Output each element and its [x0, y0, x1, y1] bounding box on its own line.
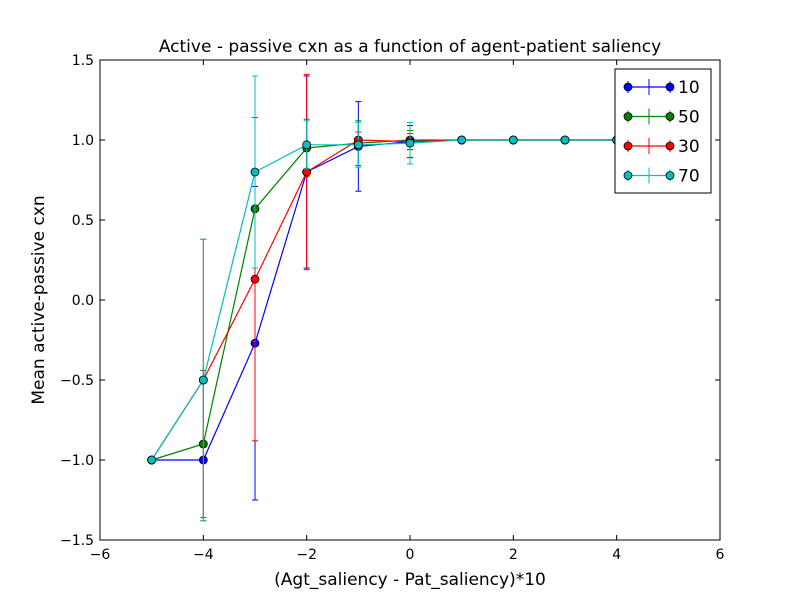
- legend-entry: 50: [623, 108, 700, 128]
- x-tick-label: 6: [716, 547, 725, 563]
- y-tick-label: −1.5: [60, 533, 94, 549]
- axis-ticks: −6 −4 −2 0 2 4 6 −1.5 −1.0 −0.5 0.0 0.5 1.0 1.5: [60, 53, 725, 563]
- y-axis-label: Mean active-passive cxn: [29, 195, 49, 404]
- x-axis-label: (Agt_saliency - Pat_saliency)*10: [274, 570, 546, 590]
- x-tick-label: 2: [509, 547, 518, 563]
- y-tick-label: 0.5: [72, 213, 94, 229]
- y-tick-label: 0.0: [72, 293, 94, 309]
- x-tick-label: 0: [406, 547, 415, 563]
- legend-label: 70: [678, 167, 700, 187]
- series-line: [151, 139, 617, 461]
- data-point: [250, 167, 260, 177]
- series-70: [147, 75, 622, 522]
- legend-entry: 10: [623, 78, 700, 98]
- y-tick-label: 1.5: [72, 53, 94, 69]
- y-tick-label: −1.0: [60, 453, 94, 469]
- legend-entry: 70: [623, 167, 700, 187]
- data-point: [457, 135, 467, 145]
- legend-marker: [665, 141, 675, 151]
- series-line: [151, 139, 617, 461]
- legend: 10 50 30 70: [614, 68, 712, 194]
- legend-marker: [623, 141, 633, 151]
- legend-entry: 30: [623, 137, 700, 157]
- series-30: [147, 73, 622, 522]
- series-line: [151, 139, 617, 461]
- data-point: [560, 135, 570, 145]
- data-point: [198, 375, 208, 385]
- legend-marker: [665, 112, 675, 121]
- data-point: [302, 140, 312, 150]
- x-tick-label: −6: [90, 547, 111, 563]
- series-50: [147, 75, 622, 519]
- chart-title: Active - passive cxn as a function of ag…: [159, 37, 661, 57]
- x-tick-label: 4: [612, 547, 621, 563]
- legend-label: 30: [678, 137, 700, 157]
- y-tick-label: −0.5: [60, 373, 94, 389]
- plot-area: [147, 73, 622, 522]
- data-point: [508, 135, 518, 145]
- legend-marker: [665, 171, 675, 180]
- legend-marker: [623, 112, 633, 121]
- x-tick-label: −4: [193, 547, 214, 563]
- legend-marker: [623, 171, 633, 180]
- legend-label: 50: [678, 108, 700, 128]
- data-point: [250, 274, 260, 284]
- data-point: [405, 138, 415, 148]
- data-point: [147, 455, 157, 465]
- series-line: [151, 139, 617, 461]
- legend-label: 10: [678, 78, 700, 98]
- data-point: [353, 140, 363, 150]
- x-tick-label: −2: [296, 547, 317, 563]
- legend-marker: [623, 82, 633, 92]
- y-tick-label: 1.0: [72, 133, 94, 149]
- legend-marker: [665, 82, 675, 92]
